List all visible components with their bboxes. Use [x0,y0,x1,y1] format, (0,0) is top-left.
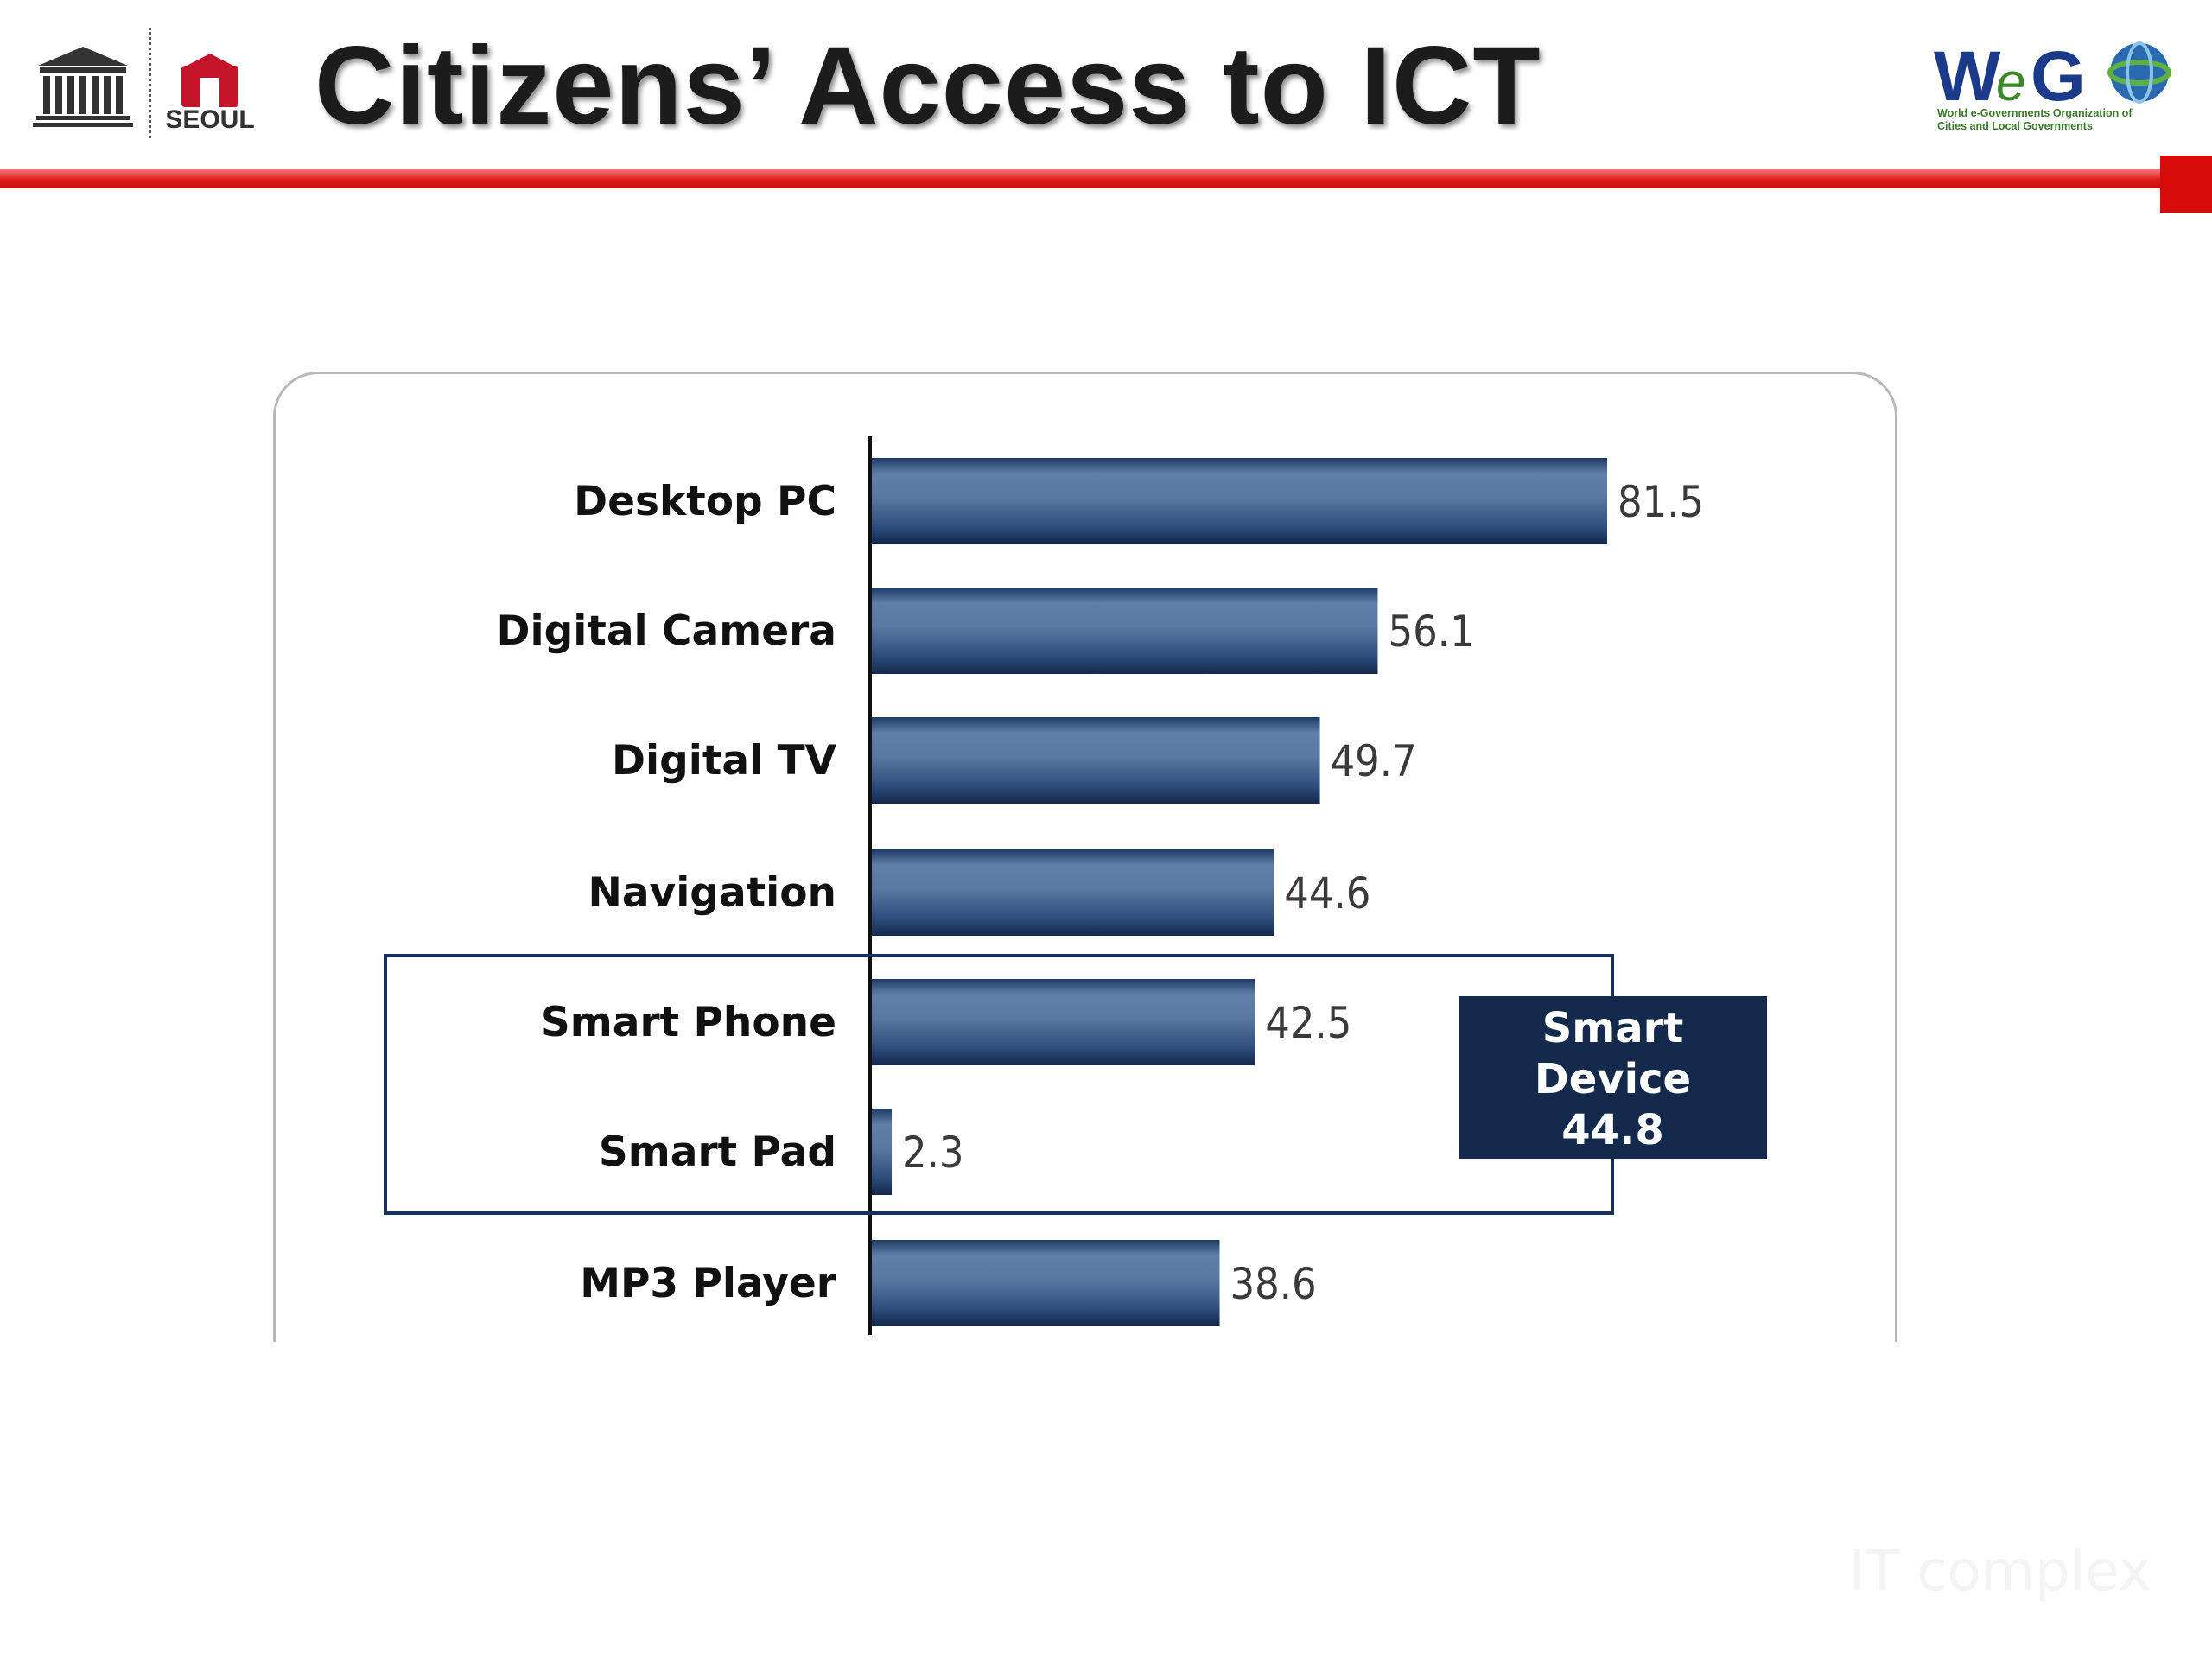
value-label-desktop-pc: 81.5 [1618,477,1704,527]
bar-smart-pad [871,1109,893,1195]
value-label-smart-phone: 42.5 [1265,998,1351,1048]
category-label-digital-camera: Digital Camera [497,607,837,655]
bar-smart-phone [871,979,1255,1065]
slide-header: SEOUL Citizens’ Access to ICT W e G Worl… [0,0,2212,216]
category-label-smart-phone: Smart Phone [541,999,836,1046]
bar-mp3-player [871,1240,1220,1326]
category-label-smart-pad: Smart Pad [599,1128,836,1176]
svg-text:e: e [1996,53,2025,112]
category-label-digital-tv: Digital TV [612,737,837,785]
category-label-desktop-pc: Desktop PC [574,478,836,525]
smart-device-callout: Smart Device 44.8 [1459,996,1767,1159]
watermark: IT complex [1849,1540,2152,1604]
seoul-logo: SEOUL [161,52,259,135]
bar-navigation [871,849,1274,936]
category-label-navigation: Navigation [588,869,837,917]
bar-digital-camera [871,588,1378,674]
svg-text:W: W [1934,37,2001,116]
wego-subtitle-line-1: World e-Governments Organization of [1937,107,2133,119]
smart-device-callout-line-1: Smart [1541,1004,1684,1052]
value-label-digital-tv: 49.7 [1331,736,1417,786]
seoul-logo-text: SEOUL [165,105,255,134]
value-label-digital-camera: 56.1 [1388,607,1474,657]
wego-logo: W e G [1934,37,2171,116]
wego-subtitle-line-2: Cities and Local Governments [1937,120,2093,132]
svg-text:G: G [2031,37,2086,116]
smart-device-callout-value: 44.8 [1561,1106,1664,1154]
wego-subtitle: World e-Governments Organization of Citi… [1937,107,2179,133]
header-red-block [2160,156,2212,213]
header-red-rule [0,169,2169,188]
smart-device-callout-line-2: Device [1534,1055,1692,1103]
bar-digital-tv [871,717,1320,804]
value-label-mp3-player: 38.6 [1230,1259,1317,1309]
unesco-logo [33,47,133,127]
value-label-navigation: 44.6 [1284,868,1370,918]
bar-desktop-pc [871,458,1607,544]
value-label-smart-pad: 2.3 [902,1128,964,1178]
page-title: Citizens’ Access to ICT [315,24,1541,148]
seoul-emblem-icon [181,54,238,107]
logo-divider [149,28,151,138]
category-label-mp3-player: MP3 Player [580,1260,837,1307]
